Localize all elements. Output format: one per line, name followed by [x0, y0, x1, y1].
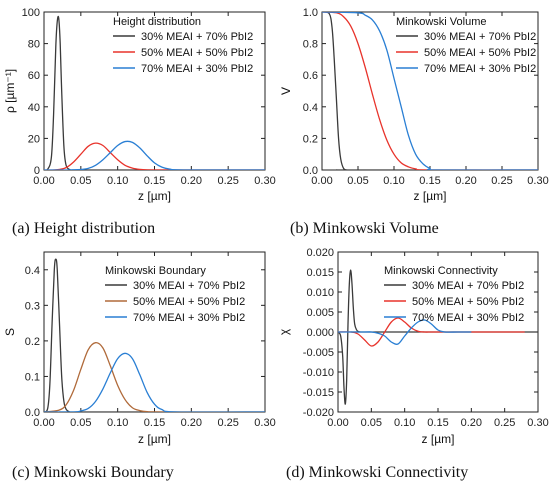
y-axis-label: V [279, 87, 293, 95]
y-tick-label: 0.3 [25, 300, 40, 312]
chart-minkowski-volume: 0.00 0.05 0.10 0.15 0.20 0.25 0.30 0.0 0.2 0.4 0.6… [279, 7, 549, 203]
y-tick-label: -0.020 [303, 407, 334, 419]
x-tick-label: 0.25 [494, 417, 515, 429]
y-tick-label: 0.4 [25, 265, 40, 277]
x-tick-label: 0.15 [427, 417, 448, 429]
caption-a: (a) Height distribution [12, 220, 155, 237]
x-tick-label: 0.20 [461, 417, 482, 429]
legend-entry: 50% MEAI + 50% PbI2 [412, 296, 524, 308]
legend-entry: 30% MEAI + 70% PbI2 [424, 31, 536, 43]
series-line-1 [322, 12, 538, 170]
legend-title: Minkowski Boundary [105, 265, 206, 277]
y-tick-label: 0.015 [306, 267, 334, 279]
y-tick-label: 0.005 [306, 307, 334, 319]
y-tick-label: -0.005 [303, 347, 334, 359]
legend-title: Height distribution [113, 16, 201, 28]
y-tick-label: 0.0 [25, 407, 40, 419]
y-tick-label: 0.2 [303, 133, 318, 145]
x-axis-label: z [µm] [422, 432, 455, 446]
x-tick-label: 0.15 [144, 417, 165, 429]
x-tick-label: 0.05 [361, 417, 382, 429]
legend-entry: 70% MEAI + 30% PbI2 [141, 63, 253, 75]
x-tick-label: 0.00 [311, 175, 332, 187]
x-tick-label: 0.25 [217, 417, 238, 429]
chart-height-distribution: 0.00 0.05 0.10 0.15 0.20 0.25 0.30 0 20 40 60 80 100… [3, 7, 276, 203]
x-tick-label: 0.25 [217, 175, 238, 187]
x-tick-label: 0.30 [527, 417, 548, 429]
chart-minkowski-boundary: 0.00 0.05 0.10 0.15 0.20 0.25 0.30 0.0 0.1 0.2 0.3… [3, 251, 276, 446]
x-tick-label: 0.20 [181, 175, 202, 187]
y-tick-label: 0.2 [25, 336, 40, 348]
legend-entry: 30% MEAI + 70% PbI2 [133, 280, 245, 292]
legend-entry: 30% MEAI + 70% PbI2 [412, 280, 524, 292]
series-line-2 [44, 142, 265, 170]
legend-title: Minkowski Volume [396, 16, 486, 28]
x-tick-label: 0.15 [419, 175, 440, 187]
x-axis-label: z [µm] [138, 432, 171, 446]
x-tick-label: 0.05 [347, 175, 368, 187]
x-tick-label: 0.00 [33, 175, 54, 187]
x-tick-label: 0.20 [181, 417, 202, 429]
caption-d: (d) Minkowski Connectivity [286, 464, 468, 481]
x-tick-label: 0.20 [455, 175, 476, 187]
y-axis-label: χ [277, 328, 291, 335]
y-tick-label: 0.8 [303, 39, 318, 51]
series-line-2 [44, 342, 265, 412]
y-tick-label: 20 [28, 133, 40, 145]
y-tick-label: 0 [34, 165, 40, 177]
x-tick-label: 0.30 [254, 175, 275, 187]
x-tick-label: 0.10 [383, 175, 404, 187]
x-tick-label: 0.15 [144, 175, 165, 187]
x-tick-label: 0.05 [70, 417, 91, 429]
x-tick-label: 0.25 [491, 175, 512, 187]
series-line-3 [322, 12, 538, 170]
x-axis-label: z [µm] [414, 189, 447, 203]
series-line-2 [322, 12, 538, 170]
series-line-1 [44, 15, 265, 170]
y-axis-label: ρ [µm⁻¹] [3, 69, 17, 113]
x-tick-label: 0.10 [394, 417, 415, 429]
x-tick-label: 0.00 [33, 417, 54, 429]
x-tick-label: 0.00 [327, 417, 348, 429]
x-tick-label: 0.05 [70, 175, 91, 187]
caption-b: (b) Minkowski Volume [290, 220, 439, 237]
series-line-3 [338, 319, 472, 345]
legend-entry: 30% MEAI + 70% PbI2 [141, 31, 253, 43]
legend-entry: 70% MEAI + 30% PbI2 [424, 63, 536, 75]
y-tick-label: 0.000 [306, 327, 334, 339]
legend-entry: 50% MEAI + 50% PbI2 [424, 47, 536, 59]
y-tick-label: 80 [28, 39, 40, 51]
series-line-3 [44, 140, 265, 170]
y-tick-label: 1.0 [303, 7, 318, 19]
legend-entry: 70% MEAI + 30% PbI2 [412, 312, 524, 324]
y-tick-label: 0.0 [303, 165, 318, 177]
legend-entry: 50% MEAI + 50% PbI2 [133, 296, 245, 308]
y-tick-label: 0.1 [25, 371, 40, 383]
y-axis-label: S [3, 328, 17, 336]
x-tick-label: 0.30 [527, 175, 548, 187]
y-tick-label: -0.010 [303, 367, 334, 379]
y-tick-label: -0.015 [303, 387, 334, 399]
x-tick-label: 0.10 [107, 417, 128, 429]
y-tick-label: 0.4 [303, 102, 318, 114]
series-line-2 [338, 317, 525, 347]
legend-entry: 70% MEAI + 30% PbI2 [133, 312, 245, 324]
series-line-1 [44, 258, 265, 412]
y-tick-label: 40 [28, 102, 40, 114]
y-tick-label: 0.020 [306, 247, 334, 259]
y-tick-label: 100 [22, 7, 40, 19]
legend-entry: 50% MEAI + 50% PbI2 [141, 47, 253, 59]
x-tick-label: 0.10 [107, 175, 128, 187]
x-tick-label: 0.30 [254, 417, 275, 429]
y-tick-label: 0.6 [303, 70, 318, 82]
y-tick-label: 60 [28, 70, 40, 82]
chart-minkowski-connectivity: 0.00 0.05 0.10 0.15 0.20 0.25 0.30 -0.020 -0.015… [277, 247, 549, 446]
y-tick-label: 0.010 [306, 287, 334, 299]
series-line-3 [44, 352, 265, 412]
legend-title: Minkowski Connectivity [384, 265, 498, 277]
caption-c: (c) Minkowski Boundary [12, 464, 174, 481]
x-axis-label: z [µm] [138, 189, 171, 203]
